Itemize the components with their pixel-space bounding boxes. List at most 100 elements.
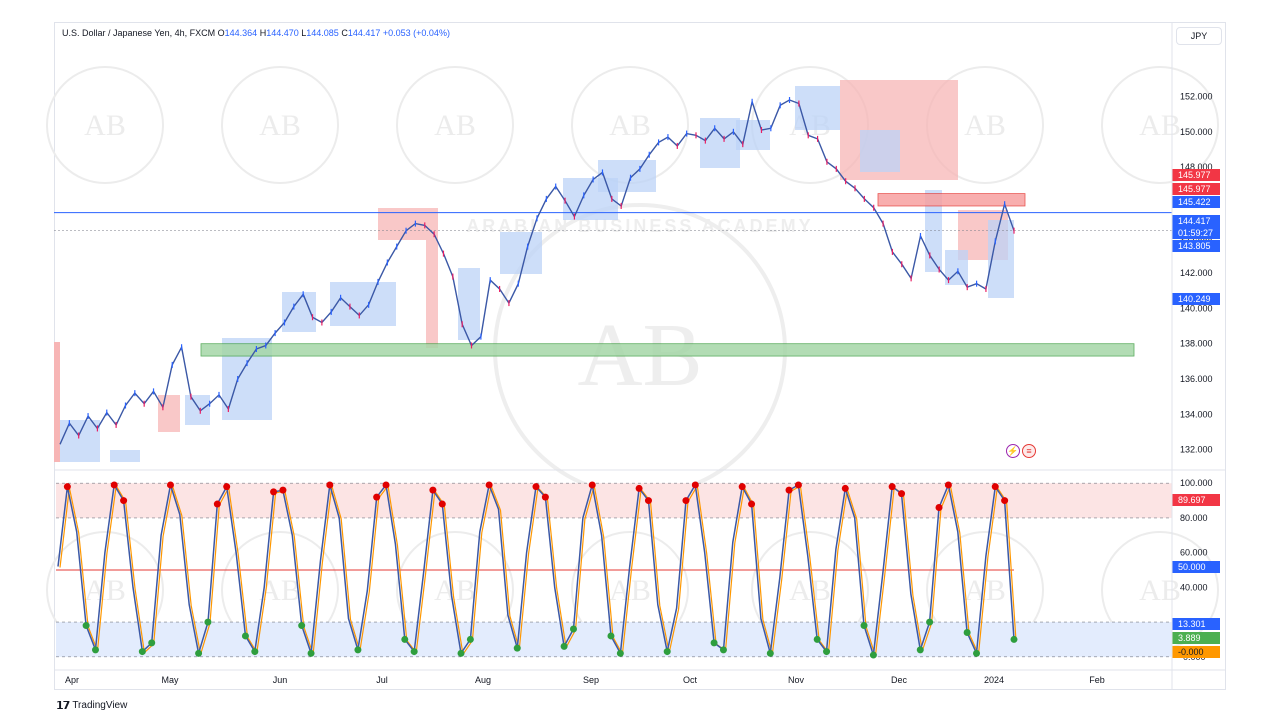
zone-18	[925, 190, 942, 272]
red-supply-zone	[877, 193, 1026, 207]
x-axis-tick-4: Aug	[475, 675, 491, 685]
x-axis-tick-1: May	[161, 675, 179, 685]
price-y-tick-9: 134.000	[1180, 409, 1213, 419]
low-label: L	[301, 28, 307, 38]
stoch-red-dot-78	[785, 486, 793, 494]
price-axis-label-0: 145.977	[1178, 170, 1211, 180]
stoch-red-dot-41	[438, 500, 446, 508]
watermark-mark-0: AB	[84, 109, 126, 142]
price-axis-label-1: 145.977	[1178, 184, 1211, 194]
stoch-green-dot-55	[569, 625, 577, 633]
price-y-tick-10: 132.000	[1180, 445, 1213, 455]
stoch-green-dot-60	[616, 649, 624, 657]
stoch-red-dot-23	[270, 488, 278, 496]
price-label-bg-3	[1172, 215, 1220, 227]
price-y-tick-8: 136.000	[1180, 374, 1213, 384]
zone-8	[426, 240, 438, 348]
price-axis-label-6: 140.249	[1178, 294, 1211, 304]
zone-2	[158, 395, 180, 432]
symbol-title: U.S. Dollar / Japanese Yen, 4h, FXCM	[62, 28, 216, 38]
green-support-zone	[200, 343, 1135, 357]
x-axis-tick-3: Jul	[376, 675, 388, 685]
zone-1	[110, 450, 140, 462]
price-axis-label-2: 145.422	[1178, 197, 1211, 207]
price-y-tick-6: 140.000	[1180, 303, 1213, 313]
x-axis-tick-6: Oct	[683, 675, 698, 685]
price-y-tick-0: 152.000	[1180, 91, 1213, 101]
lightning-event-icon[interactable]: ⚡	[1006, 444, 1020, 458]
price-y-tick-5: 142.000	[1180, 268, 1213, 278]
stoch-green-dot-15	[195, 649, 203, 657]
stoch-y-tick-1: 80.000	[1180, 513, 1208, 523]
stoch-red-dot-67	[682, 497, 690, 505]
stoch-green-dot-26	[298, 622, 306, 630]
x-axis-tick-8: Dec	[891, 675, 908, 685]
stoch-green-dot-43	[457, 649, 465, 657]
stoch-label-bg-2	[1172, 618, 1220, 630]
watermark-mark-1: AB	[259, 109, 301, 142]
stoch-red-dot-18	[223, 483, 231, 491]
stoch-green-dot-9	[138, 648, 146, 656]
price-axis-label-3: 144.417	[1178, 216, 1211, 226]
stoch-green-dot-102	[1010, 635, 1018, 643]
us-flag-event-icon[interactable]: ≡	[1022, 444, 1036, 458]
stoch-red-dot-7	[120, 497, 128, 505]
stoch-green-dot-65	[663, 648, 671, 656]
stoch-green-dot-87	[869, 651, 877, 659]
stoch-red-dot-100	[991, 483, 999, 491]
symbol-legend: U.S. Dollar / Japanese Yen, 4h, FXCM O14…	[62, 28, 450, 38]
zone-17	[860, 130, 900, 172]
stoch-green-dot-71	[719, 646, 727, 654]
watermark-big-text: ARABIAN BUSINESS ACADEMY	[466, 216, 813, 236]
stoch-green-dot-76	[766, 649, 774, 657]
stoch-red-dot-62	[635, 484, 643, 492]
stoch-red-dot-12	[166, 481, 174, 489]
watermark-mark-13: AB	[1139, 574, 1181, 607]
currency-button[interactable]: JPY	[1176, 27, 1222, 45]
zone-7	[378, 208, 438, 240]
stoch-red-dot-68	[691, 481, 699, 489]
stoch-green-dot-27	[307, 649, 315, 657]
stoch-red-dot-51	[532, 483, 540, 491]
x-axis-tick-0: Apr	[65, 675, 79, 685]
zone-10	[500, 232, 542, 274]
zone-6	[330, 282, 396, 326]
low-value: 144.085	[306, 28, 339, 38]
close-value: 144.417	[347, 28, 381, 38]
stoch-red-dot-89	[888, 483, 896, 491]
tradingview-brand[interactable]: 𝟭𝟳 TradingView	[56, 699, 127, 712]
stoch-red-dot-57	[588, 481, 596, 489]
x-axis-tick-5: Sep	[583, 675, 599, 685]
stoch-red-dot-17	[213, 500, 221, 508]
price-label-bg-1	[1172, 183, 1220, 195]
watermark-mark-5: AB	[964, 109, 1006, 142]
price-y-tick-7: 138.000	[1180, 339, 1213, 349]
stoch-red-dot-79	[794, 481, 802, 489]
stoch-green-dot-93	[926, 618, 934, 626]
stoch-red-dot-63	[644, 497, 652, 505]
stoch-green-dot-92	[916, 646, 924, 654]
stoch-green-dot-37	[401, 635, 409, 643]
zone-20	[945, 250, 968, 285]
stoch-green-dot-98	[973, 649, 981, 657]
stoch-axis-label-0: 89.697	[1178, 495, 1206, 505]
stoch-green-dot-32	[354, 646, 362, 654]
zone-15	[795, 86, 840, 130]
watermark-mark-9: AB	[434, 574, 476, 607]
stoch-green-dot-3	[82, 622, 90, 630]
stoch-red-dot-52	[541, 493, 549, 501]
change-value: +0.053 (+0.04%)	[382, 28, 450, 38]
high-value: 144.470	[266, 28, 299, 38]
price-y-tick-1: 150.000	[1180, 127, 1213, 137]
stoch-label-bg-3	[1172, 632, 1220, 644]
tradingview-logo-icon: 𝟭𝟳	[56, 700, 70, 712]
stoch-y-tick-2: 60.000	[1180, 548, 1208, 558]
price-label-bg-4	[1172, 227, 1220, 239]
stoch-label-bg-4	[1172, 646, 1220, 658]
zone-0	[60, 420, 100, 462]
x-axis-tick-7: Nov	[788, 675, 805, 685]
stoch-green-dot-54	[560, 642, 568, 650]
price-axis-label-5: 143.805	[1178, 241, 1211, 251]
stoch-green-dot-38	[410, 648, 418, 656]
